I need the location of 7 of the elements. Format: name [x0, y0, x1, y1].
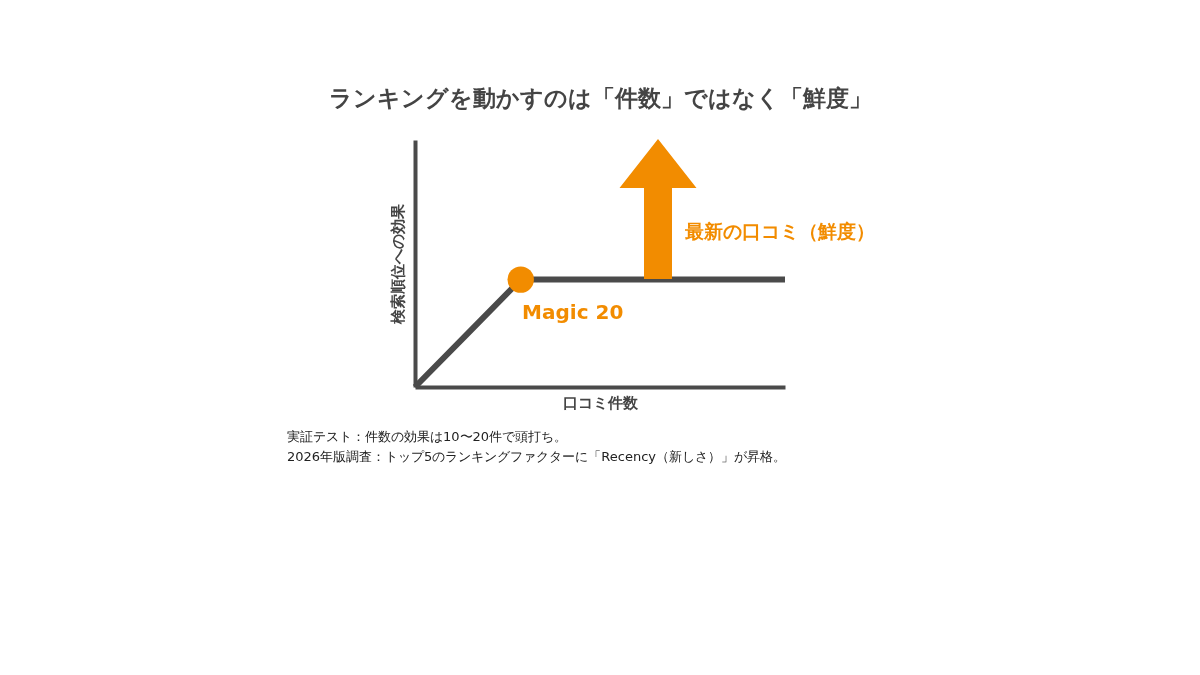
x-axis-title: 口コミ件数	[563, 393, 639, 412]
y-axis-title: 検索順位への効果	[388, 203, 407, 325]
annotation: Magic 20	[522, 299, 624, 324]
text: 2026年版調査：トップ5のランキングファクターに「Recency（新しさ）」が昇格。	[287, 449, 787, 464]
text: 最新の口コミ（鮮度）	[684, 220, 875, 242]
chart-title: ランキングを動かすのは「件数」ではなく「鮮度」	[328, 85, 872, 111]
text: 実証テスト：件数の効果は10〜20件で頭打ち。	[287, 429, 568, 444]
